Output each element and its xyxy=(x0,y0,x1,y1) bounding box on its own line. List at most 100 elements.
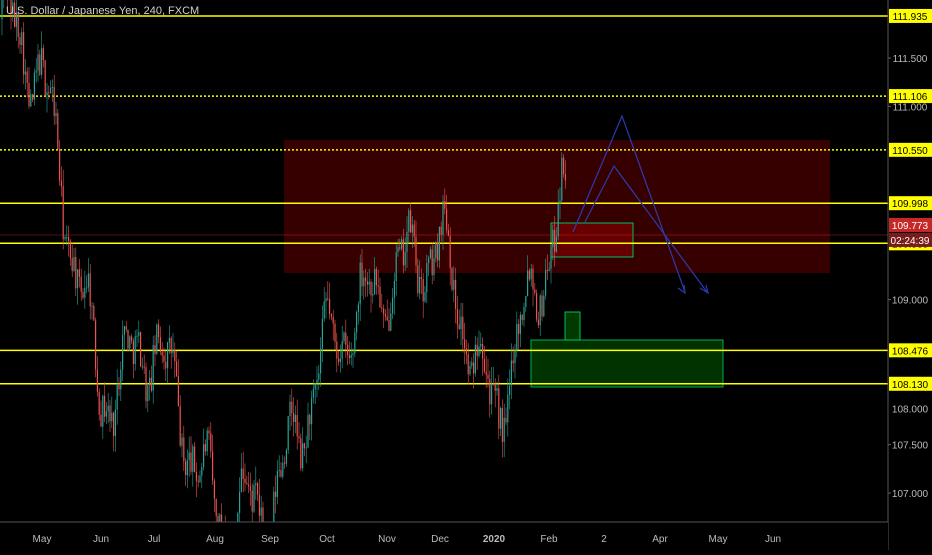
candle-body xyxy=(563,158,564,175)
candle-body xyxy=(295,415,296,422)
candle-body xyxy=(239,492,240,513)
candle-body xyxy=(57,113,58,149)
x-tick-label: May xyxy=(709,534,728,545)
chart-title: U.S. Dollar / Japanese Yen, 240, FXCM xyxy=(6,5,199,17)
level-label-1: 111.935 xyxy=(893,12,928,23)
candle-body xyxy=(538,320,539,326)
candle-body xyxy=(322,319,323,349)
candle-body xyxy=(162,352,163,356)
candle-body xyxy=(156,324,157,353)
x-tick-label: Aug xyxy=(206,534,224,545)
consolidation-box[interactable] xyxy=(551,223,633,257)
candle-body xyxy=(201,467,202,475)
candle-body xyxy=(120,370,121,390)
x-tick-label: Jul xyxy=(148,534,161,545)
candle-body xyxy=(390,314,391,331)
candle-body xyxy=(325,298,326,301)
candle-body xyxy=(500,408,501,429)
candle-body xyxy=(426,263,427,292)
candle-body xyxy=(394,281,395,298)
candle-body xyxy=(122,335,123,369)
candle-body xyxy=(421,277,422,279)
candle-body xyxy=(401,239,402,248)
candle-body xyxy=(457,309,458,325)
candle-body xyxy=(165,362,166,369)
candle-body xyxy=(543,296,544,317)
candle-body xyxy=(147,385,148,401)
candle-body xyxy=(365,278,366,281)
y-tick-label: 107.000 xyxy=(892,489,929,500)
y-tick-label: 111.500 xyxy=(893,54,928,65)
candle-body xyxy=(306,447,307,448)
candle-body xyxy=(104,396,105,417)
candle-body xyxy=(241,469,242,493)
candle-body xyxy=(547,270,548,271)
candle-body xyxy=(331,314,332,317)
candle-body xyxy=(216,499,217,516)
candle-body xyxy=(72,258,73,271)
x-tick-label: Feb xyxy=(540,534,558,545)
candle-body xyxy=(64,237,65,239)
candle-body xyxy=(558,204,559,237)
candle-body xyxy=(358,305,359,312)
candle-body xyxy=(491,384,492,404)
candle-body xyxy=(250,486,251,491)
candle-body xyxy=(412,225,413,233)
candle-body xyxy=(1,0,2,19)
candle-body xyxy=(439,227,440,261)
candle-body xyxy=(446,209,447,230)
candle-body xyxy=(392,298,393,314)
candle-body xyxy=(428,258,429,263)
candle-body xyxy=(68,237,69,241)
candle-body xyxy=(405,252,406,265)
candle-body xyxy=(77,269,78,288)
candle-body xyxy=(50,88,51,93)
candle-body xyxy=(466,348,467,354)
level-label-2: 111.106 xyxy=(893,92,928,103)
candle-body xyxy=(473,362,474,373)
candle-body xyxy=(527,271,528,297)
candle-body xyxy=(59,149,60,180)
candle-body xyxy=(252,491,253,512)
candle-body xyxy=(21,32,22,45)
support-marker-box[interactable] xyxy=(565,312,580,340)
candle-body xyxy=(115,410,116,436)
candle-body xyxy=(514,350,515,363)
support-zone[interactable] xyxy=(531,340,723,387)
countdown-label: 02:24:39 xyxy=(891,236,930,247)
candle-body xyxy=(109,406,110,422)
candle-body xyxy=(291,402,292,413)
candle-body xyxy=(309,415,310,424)
candle-body xyxy=(378,285,379,286)
candle-body xyxy=(531,269,532,280)
candle-body xyxy=(43,48,44,60)
x-tick-label: Dec xyxy=(431,534,449,545)
candle-body xyxy=(169,338,170,343)
candle-body xyxy=(318,373,319,379)
candle-body xyxy=(525,296,526,307)
candle-body xyxy=(176,361,177,375)
candle-body xyxy=(97,370,98,392)
candle-body xyxy=(442,201,443,235)
candle-body xyxy=(126,326,127,330)
candle-body xyxy=(205,444,206,451)
candle-body xyxy=(419,277,420,293)
candle-body xyxy=(70,241,71,258)
candle-body xyxy=(556,237,557,252)
price-axis[interactable] xyxy=(888,0,932,550)
candle-body xyxy=(486,372,487,375)
candle-body xyxy=(430,249,431,258)
candle-body xyxy=(95,320,96,369)
candle-body xyxy=(180,406,181,446)
candle-body xyxy=(23,32,24,74)
candle-body xyxy=(277,471,278,497)
candle-body xyxy=(507,395,508,423)
candle-body xyxy=(453,280,454,290)
candle-body xyxy=(496,388,497,391)
candle-body xyxy=(293,413,294,422)
candle-body xyxy=(316,380,317,384)
candle-body xyxy=(66,237,67,238)
candle-body xyxy=(279,470,280,471)
